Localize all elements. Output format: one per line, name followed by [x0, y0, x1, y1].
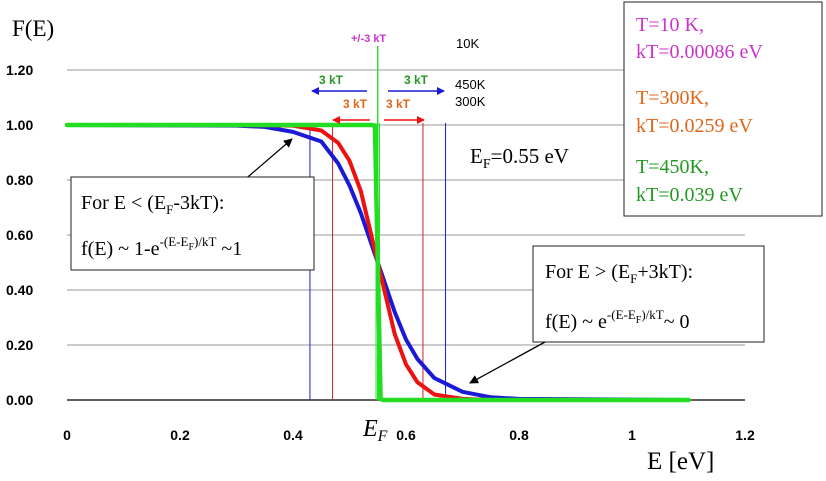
legend-300K-line2: kT=0.0259 eV — [636, 115, 753, 137]
y-axis-ticks: 0.00 0.20 0.40 0.60 0.80 1.00 1.20 — [6, 62, 33, 408]
legend-300K-line1: T=300K, — [636, 87, 709, 109]
x-tick-label: 0.8 — [509, 427, 529, 443]
y-tick-label: 0.20 — [6, 337, 33, 353]
curves — [64, 122, 691, 403]
y-axis-title: F(E) — [12, 16, 54, 41]
x-tick-label: 0.6 — [396, 427, 416, 443]
x-tick-label: 0.2 — [170, 427, 190, 443]
y-tick-label: 1.00 — [6, 117, 33, 133]
callout-low-energy: For E < (EF-3kT): f(E) ~ 1-e-(E-EF)/kT ~… — [70, 138, 315, 271]
red-right-3kT-label: 3 kT — [386, 97, 411, 111]
legend-450K-line2: kT=0.039 eV — [636, 184, 743, 206]
x-tick-label: 0 — [63, 427, 71, 443]
x-axis-ticks: 0 0.2 0.4 0.6 0.8 1 1.2 — [63, 427, 755, 443]
x-axis-title: E [eV] — [647, 448, 714, 475]
label-10K: 10K — [456, 36, 479, 51]
pm-3kT-label: +/-3 kT — [351, 33, 386, 45]
y-tick-label: 0.60 — [6, 227, 33, 243]
y-tick-label: 0.40 — [6, 282, 33, 298]
y-tick-label: 1.20 — [6, 62, 33, 78]
callout-high-energy: For E > (EF+3kT): f(E) ~ e-(E-EF)/kT~ 0 — [469, 245, 765, 384]
callout-high-formula: f(E) ~ e-(E-EF)/kT~ 0 — [545, 307, 690, 333]
red-left-3kT-label: 3 kT — [343, 97, 368, 111]
x-tick-label: 1.2 — [735, 427, 755, 443]
callout-high-arrow — [469, 341, 546, 384]
curve-10K — [64, 122, 691, 403]
legend-10K-line2: kT=0.00086 eV — [636, 41, 763, 63]
y-tick-label: 0.00 — [6, 392, 33, 408]
fermi-energy-axis-label: EF — [362, 416, 388, 445]
label-450K: 450K — [455, 77, 486, 92]
callout-low-arrow — [241, 138, 293, 183]
callout-low-condition: For E < (EF-3kT): — [81, 192, 224, 217]
blue-left-3kT-label: 3 kT — [319, 73, 344, 87]
y-tick-label: 0.80 — [6, 172, 33, 188]
label-300K: 300K — [455, 94, 486, 109]
x-tick-label: 0.4 — [283, 427, 303, 443]
fermi-energy-value: EF=0.55 eV — [470, 144, 569, 172]
callout-low-formula: f(E) ~ 1-e-(E-EF)/kT ~1 — [81, 234, 242, 260]
callout-high-condition: For E > (EF+3kT): — [545, 261, 693, 286]
legend-450K-line1: T=450K, — [636, 156, 709, 178]
legend-10K-line1: T=10 K, — [636, 14, 704, 36]
blue-right-3kT-label: 3 kT — [404, 73, 429, 87]
x-tick-label: 1 — [628, 427, 636, 443]
legend: T=10 K, kT=0.00086 eV T=300K, kT=0.0259 … — [623, 1, 823, 217]
